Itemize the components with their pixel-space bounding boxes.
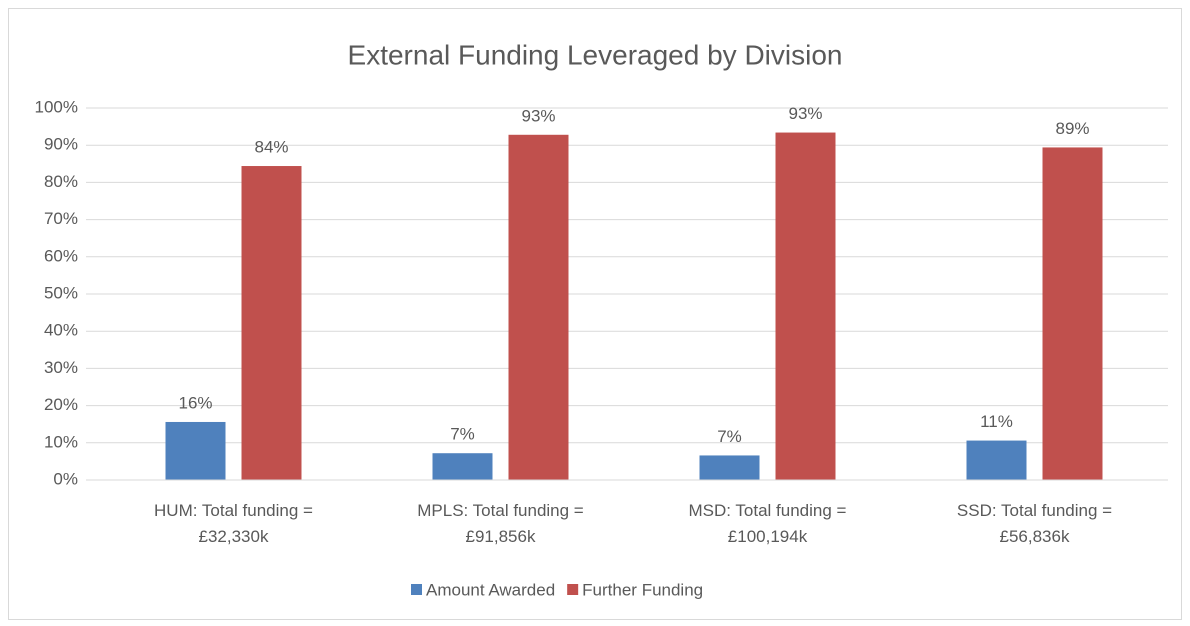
data-label: 16% [178,393,212,412]
legend-label: Further Funding [582,580,703,599]
chart-title: External Funding Leveraged by Division [348,39,843,70]
y-tick-label: 100% [35,97,78,116]
data-label: 11% [980,412,1013,431]
data-label: 7% [450,425,475,444]
bar [966,440,1027,480]
y-tick-label: 0% [53,469,78,488]
bar [508,134,569,480]
x-tick-label: HUM: Total funding = £32,330k [154,501,313,546]
y-tick-label: 10% [44,432,78,451]
y-tick-label: 80% [44,172,78,191]
legend-swatch [411,584,422,595]
data-label: 93% [788,104,822,123]
legend-label: Amount Awarded [426,580,555,599]
bar [1042,147,1103,480]
legend-swatch [567,584,579,595]
bar [241,166,302,481]
y-tick-label: 20% [44,395,78,414]
data-label: 84% [254,138,288,157]
x-tick-label: MSD: Total funding = £100,194k [688,501,847,546]
y-tick-label: 40% [44,321,78,340]
data-label: 93% [521,106,555,125]
data-label: 7% [717,427,742,446]
y-tick-label: 90% [44,135,78,154]
chart-border [8,8,1182,620]
y-tick-label: 60% [44,246,78,265]
x-tick-label: MPLS: Total funding = £91,856k [417,501,584,546]
bar [432,453,493,480]
bar [165,421,226,480]
bar [775,132,836,480]
y-tick-label: 70% [44,209,78,228]
data-label: 89% [1055,119,1089,138]
x-tick-label: SSD: Total funding = £56,836k [956,501,1113,546]
bar [699,455,760,480]
y-tick-label: 30% [44,358,78,377]
y-tick-label: 50% [44,283,78,302]
